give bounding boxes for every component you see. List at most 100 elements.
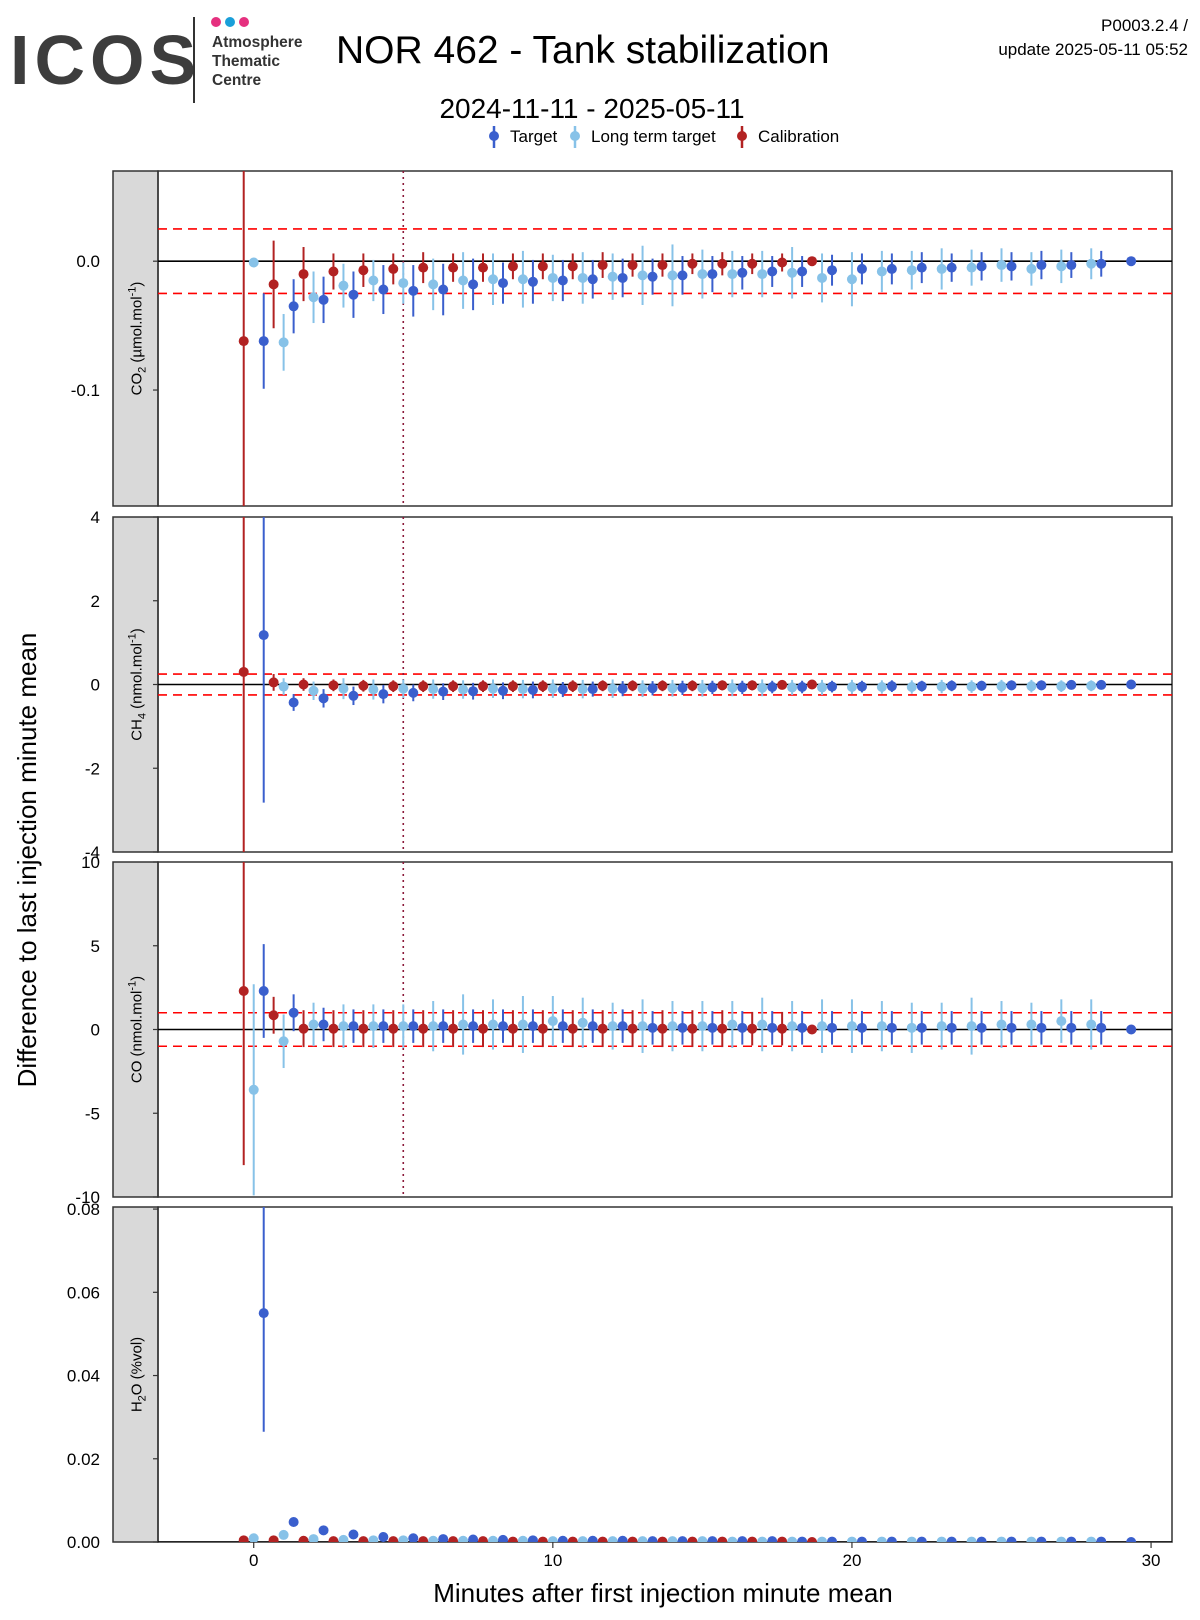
data-point	[976, 680, 987, 691]
data-point	[587, 1535, 598, 1542]
data-point	[637, 1536, 648, 1542]
data-point	[328, 1536, 339, 1542]
data-point	[517, 1019, 528, 1030]
data-point	[587, 274, 598, 285]
data-point	[747, 1536, 758, 1542]
data-point	[527, 276, 538, 287]
y-tick-label: 0.00	[67, 1533, 100, 1552]
data-point	[697, 269, 708, 280]
data-point	[627, 1536, 638, 1542]
data-point	[547, 683, 558, 694]
data-point	[737, 1536, 748, 1542]
data-point	[438, 1021, 449, 1032]
data-point	[517, 684, 528, 695]
data-point	[298, 269, 309, 280]
data-point	[248, 1533, 259, 1542]
data-point	[1056, 681, 1067, 692]
data-point	[398, 683, 409, 694]
data-point	[976, 1022, 987, 1033]
data-point	[318, 294, 329, 305]
data-point	[757, 1536, 768, 1542]
data-point	[268, 1010, 279, 1021]
data-point	[797, 1022, 808, 1033]
data-point	[946, 1536, 957, 1542]
data-point	[846, 682, 857, 693]
data-point	[777, 257, 788, 268]
data-point	[258, 1308, 269, 1319]
x-tick-label: 30	[1142, 1551, 1161, 1570]
panel-strip	[112, 170, 159, 507]
data-point	[906, 1536, 917, 1542]
data-point	[767, 266, 778, 277]
data-point	[1126, 679, 1137, 690]
org-line-2: Thematic	[212, 53, 280, 70]
data-point	[886, 681, 897, 692]
data-point	[807, 256, 818, 267]
org-line-3: Centre	[212, 72, 261, 89]
data-point	[637, 683, 648, 694]
data-point	[627, 680, 638, 691]
data-point	[368, 275, 379, 286]
data-point	[378, 689, 389, 700]
y-tick-label: 10	[81, 853, 100, 872]
data-point	[966, 1536, 977, 1542]
data-point	[298, 1023, 309, 1034]
y-tick-label: 5	[91, 937, 100, 956]
data-point	[408, 1021, 419, 1032]
panel-h2o: H2O (%vol) 0.00 0.02 0.04 0.06 0.08	[67, 1200, 1173, 1552]
legend-key-dot	[737, 131, 747, 141]
data-point	[587, 684, 598, 695]
data-point	[517, 274, 528, 285]
data-point	[428, 1021, 439, 1032]
data-point	[946, 680, 957, 691]
data-point	[288, 1517, 299, 1528]
data-point	[248, 257, 259, 268]
panels: CO2 (µmol.mol-1) -0.1 0.0 CH4 (nmol.mol-1) -…	[67, 170, 1173, 1552]
data-point	[308, 1534, 319, 1542]
data-point	[1036, 1536, 1047, 1542]
data-point	[1066, 1022, 1077, 1033]
data-point	[657, 260, 668, 271]
data-point	[537, 681, 548, 692]
data-point	[757, 1019, 768, 1030]
data-point	[697, 1021, 708, 1032]
data-point	[637, 270, 648, 281]
data-point	[1096, 1022, 1107, 1033]
data-point	[348, 690, 359, 701]
data-point	[358, 265, 369, 276]
x-tick-label: 10	[543, 1551, 562, 1570]
data-point	[507, 681, 518, 692]
data-point	[458, 1019, 469, 1030]
y-tick-label: -2	[85, 759, 100, 778]
data-point	[458, 275, 469, 286]
data-point	[1066, 679, 1077, 690]
data-point	[458, 1535, 469, 1542]
data-point	[817, 682, 828, 693]
data-point	[388, 263, 399, 274]
data-point	[1086, 1536, 1097, 1542]
data-point	[488, 1535, 499, 1542]
legend-item: Target	[489, 126, 558, 148]
data-point	[607, 1021, 618, 1032]
data-point	[438, 1534, 449, 1542]
data-point	[687, 680, 698, 691]
data-point	[248, 1084, 259, 1095]
data-point	[577, 1017, 588, 1028]
data-point	[667, 683, 678, 694]
data-point	[687, 1023, 698, 1034]
data-point	[647, 271, 658, 282]
panel-strip	[112, 516, 159, 853]
data-point	[278, 1529, 289, 1540]
series-calibration	[238, 171, 818, 506]
panel-ch4: CH4 (nmol.mol-1) -4 -2 0 2 4	[85, 508, 1173, 862]
data-point	[537, 261, 548, 272]
data-point	[428, 684, 439, 695]
panel-plot-area	[158, 517, 1172, 852]
logo-text: ICOS	[10, 21, 201, 99]
data-point	[238, 336, 249, 347]
logo-dots-icon	[211, 17, 249, 27]
legend-label: Target	[510, 127, 558, 146]
data-point	[318, 1019, 329, 1030]
data-point	[996, 1019, 1007, 1030]
legend-label: Calibration	[758, 127, 839, 146]
